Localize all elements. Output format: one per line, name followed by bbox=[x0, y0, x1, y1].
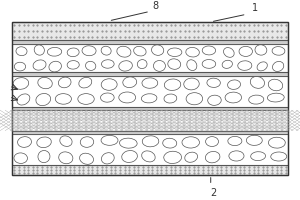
Ellipse shape bbox=[222, 60, 232, 68]
Ellipse shape bbox=[79, 77, 92, 88]
Bar bbox=[12, 165, 288, 175]
Ellipse shape bbox=[137, 60, 147, 69]
Ellipse shape bbox=[16, 47, 27, 56]
Ellipse shape bbox=[101, 46, 111, 55]
Bar bbox=[12, 134, 288, 165]
Ellipse shape bbox=[255, 45, 267, 55]
Bar bbox=[12, 76, 288, 107]
Bar bbox=[12, 107, 288, 110]
Bar bbox=[12, 22, 288, 175]
Ellipse shape bbox=[80, 137, 94, 147]
Ellipse shape bbox=[17, 94, 30, 105]
Ellipse shape bbox=[202, 60, 216, 68]
Ellipse shape bbox=[67, 61, 79, 69]
Ellipse shape bbox=[141, 94, 157, 103]
Ellipse shape bbox=[164, 79, 181, 90]
Ellipse shape bbox=[101, 79, 117, 90]
Ellipse shape bbox=[168, 59, 181, 69]
Ellipse shape bbox=[225, 92, 242, 103]
Ellipse shape bbox=[272, 61, 284, 71]
Ellipse shape bbox=[14, 62, 26, 71]
Ellipse shape bbox=[202, 46, 216, 55]
Ellipse shape bbox=[206, 151, 220, 163]
Ellipse shape bbox=[60, 136, 72, 146]
Ellipse shape bbox=[250, 76, 265, 88]
Ellipse shape bbox=[49, 61, 61, 72]
Text: 8: 8 bbox=[153, 1, 159, 11]
Ellipse shape bbox=[185, 152, 198, 162]
Ellipse shape bbox=[47, 47, 62, 56]
Ellipse shape bbox=[267, 93, 284, 102]
Ellipse shape bbox=[58, 77, 71, 88]
Ellipse shape bbox=[59, 152, 73, 164]
Ellipse shape bbox=[122, 151, 137, 162]
Ellipse shape bbox=[38, 150, 50, 163]
Ellipse shape bbox=[207, 78, 220, 87]
Ellipse shape bbox=[152, 45, 164, 55]
Ellipse shape bbox=[14, 153, 28, 163]
Ellipse shape bbox=[119, 138, 137, 148]
Ellipse shape bbox=[228, 136, 242, 146]
Ellipse shape bbox=[187, 60, 197, 71]
Ellipse shape bbox=[80, 153, 94, 164]
Ellipse shape bbox=[229, 151, 244, 161]
Ellipse shape bbox=[101, 60, 114, 68]
Bar bbox=[12, 110, 288, 131]
Ellipse shape bbox=[67, 48, 79, 57]
Ellipse shape bbox=[134, 46, 146, 56]
Ellipse shape bbox=[100, 93, 114, 102]
Ellipse shape bbox=[163, 138, 177, 148]
Bar bbox=[12, 40, 288, 44]
Ellipse shape bbox=[206, 137, 218, 146]
Ellipse shape bbox=[186, 93, 203, 105]
Ellipse shape bbox=[186, 47, 200, 57]
Ellipse shape bbox=[153, 60, 165, 71]
Ellipse shape bbox=[184, 78, 199, 90]
Ellipse shape bbox=[257, 62, 267, 71]
Bar bbox=[12, 22, 288, 40]
Ellipse shape bbox=[228, 80, 241, 89]
Bar bbox=[12, 72, 288, 76]
Ellipse shape bbox=[37, 137, 51, 148]
Ellipse shape bbox=[36, 93, 51, 106]
Ellipse shape bbox=[34, 45, 44, 55]
Bar bbox=[12, 44, 288, 72]
Ellipse shape bbox=[33, 60, 46, 70]
Ellipse shape bbox=[117, 46, 131, 57]
Ellipse shape bbox=[164, 94, 177, 103]
Ellipse shape bbox=[85, 61, 96, 70]
Ellipse shape bbox=[208, 95, 221, 105]
Ellipse shape bbox=[164, 151, 182, 164]
Ellipse shape bbox=[249, 95, 264, 104]
Ellipse shape bbox=[13, 78, 29, 89]
Ellipse shape bbox=[272, 47, 285, 55]
Ellipse shape bbox=[271, 152, 287, 161]
Ellipse shape bbox=[78, 94, 94, 104]
Ellipse shape bbox=[101, 153, 114, 164]
Ellipse shape bbox=[55, 94, 71, 104]
Ellipse shape bbox=[38, 77, 52, 89]
Ellipse shape bbox=[239, 46, 253, 56]
Ellipse shape bbox=[119, 92, 136, 103]
Ellipse shape bbox=[168, 48, 182, 56]
Ellipse shape bbox=[182, 137, 200, 148]
Ellipse shape bbox=[142, 78, 158, 88]
Text: 1: 1 bbox=[252, 3, 258, 13]
Ellipse shape bbox=[224, 48, 234, 57]
Ellipse shape bbox=[101, 135, 118, 145]
Ellipse shape bbox=[246, 135, 262, 145]
Ellipse shape bbox=[119, 61, 132, 71]
Bar bbox=[12, 131, 288, 134]
Ellipse shape bbox=[251, 152, 266, 161]
Ellipse shape bbox=[238, 61, 252, 70]
Ellipse shape bbox=[268, 79, 283, 91]
Ellipse shape bbox=[123, 77, 137, 88]
Text: 2: 2 bbox=[211, 188, 217, 198]
Ellipse shape bbox=[82, 46, 96, 56]
Ellipse shape bbox=[18, 137, 32, 147]
Ellipse shape bbox=[142, 151, 155, 162]
Ellipse shape bbox=[142, 136, 159, 147]
Ellipse shape bbox=[268, 137, 285, 148]
